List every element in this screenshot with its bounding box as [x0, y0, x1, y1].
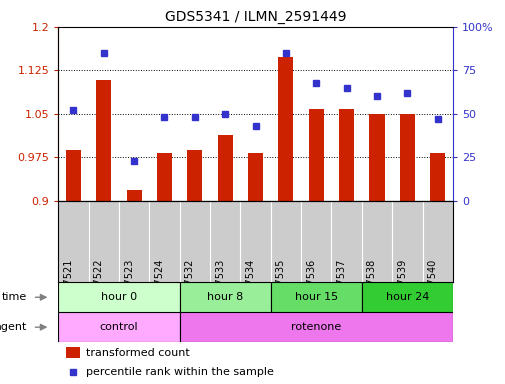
Bar [217, 135, 232, 201]
Bar [369, 114, 384, 201]
Text: agent: agent [0, 322, 27, 332]
Bar [338, 109, 354, 201]
Bar [361, 282, 452, 312]
Bar [66, 150, 81, 201]
Text: control: control [99, 322, 138, 332]
Bar [58, 282, 179, 312]
Bar [58, 312, 179, 342]
Text: hour 8: hour 8 [207, 292, 243, 302]
Title: GDS5341 / ILMN_2591449: GDS5341 / ILMN_2591449 [165, 10, 345, 25]
Text: transformed count: transformed count [86, 348, 189, 358]
Text: time: time [2, 292, 27, 302]
Bar [270, 282, 361, 312]
Text: percentile rank within the sample: percentile rank within the sample [86, 367, 273, 377]
Bar [157, 153, 172, 201]
Text: rotenone: rotenone [290, 322, 341, 332]
Bar [126, 190, 141, 201]
Bar [187, 150, 202, 201]
Text: hour 15: hour 15 [294, 292, 337, 302]
Bar [308, 109, 323, 201]
Text: hour 24: hour 24 [385, 292, 428, 302]
Bar [179, 282, 270, 312]
Bar [399, 114, 414, 201]
Bar [66, 348, 80, 358]
Bar [179, 312, 452, 342]
Bar [96, 80, 111, 201]
Text: hour 0: hour 0 [100, 292, 137, 302]
Bar [278, 57, 293, 201]
Bar [247, 153, 263, 201]
Bar [429, 153, 444, 201]
